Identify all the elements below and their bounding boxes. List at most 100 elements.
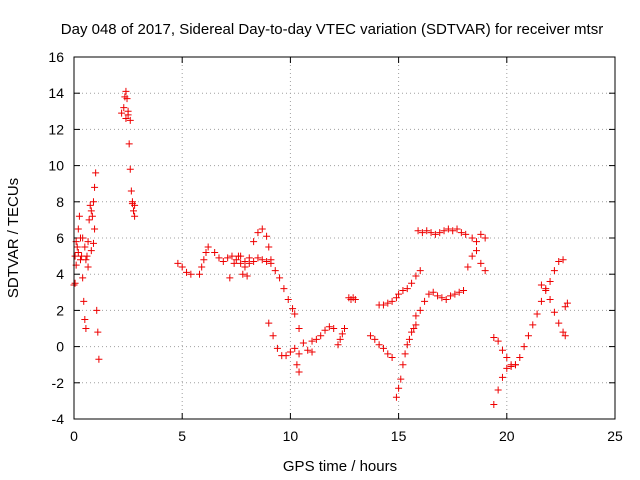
data-point xyxy=(239,270,247,278)
x-tick-label: 15 xyxy=(391,428,407,444)
data-point xyxy=(550,267,558,275)
data-point xyxy=(542,285,550,293)
data-point xyxy=(401,350,409,358)
data-point xyxy=(384,350,392,358)
data-point xyxy=(74,225,82,233)
data-point xyxy=(282,352,290,360)
data-point xyxy=(334,341,342,349)
data-point xyxy=(81,243,89,251)
data-point xyxy=(503,353,511,361)
data-point xyxy=(178,263,186,271)
data-point xyxy=(82,256,90,264)
data-point xyxy=(92,169,100,177)
data-point xyxy=(503,364,511,372)
data-point xyxy=(87,247,95,255)
data-point xyxy=(408,328,416,336)
data-point xyxy=(125,140,133,148)
data-point xyxy=(308,348,316,356)
data-point xyxy=(418,229,426,237)
data-point xyxy=(440,227,448,235)
series-arc-14 xyxy=(291,310,316,356)
data-point xyxy=(230,259,238,267)
data-point xyxy=(436,229,444,237)
data-point xyxy=(291,344,299,352)
data-point xyxy=(269,332,277,340)
data-point xyxy=(414,227,422,235)
data-point xyxy=(371,335,379,343)
data-point xyxy=(308,337,316,345)
data-point xyxy=(317,332,325,340)
data-point xyxy=(375,341,383,349)
data-point xyxy=(271,267,279,275)
data-point xyxy=(200,256,208,264)
y-tick-label: -2 xyxy=(52,375,65,391)
y-tick-label: 0 xyxy=(56,339,64,355)
data-point xyxy=(89,198,97,206)
x-tick-label: 10 xyxy=(283,428,299,444)
data-point xyxy=(546,296,554,304)
data-point xyxy=(412,312,420,320)
data-point xyxy=(559,256,567,264)
data-point xyxy=(243,272,251,280)
data-point xyxy=(82,325,90,332)
data-point xyxy=(338,330,346,338)
series-arc-12 xyxy=(250,225,275,264)
data-point xyxy=(128,198,136,206)
axis-ticks xyxy=(73,56,616,420)
data-point xyxy=(250,258,258,266)
data-point xyxy=(126,165,134,173)
data-point xyxy=(468,234,476,242)
data-point xyxy=(122,87,130,95)
series-arc-30 xyxy=(561,299,571,311)
grid xyxy=(74,57,615,419)
series-arc-29 xyxy=(537,281,569,340)
series-arc-11 xyxy=(226,252,253,282)
data-point xyxy=(276,274,284,282)
chart-title: Day 048 of 2017, Sidereal Day-to-day VTE… xyxy=(61,21,603,38)
data-point xyxy=(250,238,258,246)
data-point xyxy=(299,339,307,347)
data-point xyxy=(410,325,418,332)
data-point xyxy=(431,230,439,238)
series-arc-21 xyxy=(392,267,424,302)
data-point xyxy=(416,267,424,275)
data-point xyxy=(490,401,498,409)
data-point xyxy=(392,393,400,401)
data-point xyxy=(395,384,403,392)
data-point xyxy=(79,274,87,282)
data-point xyxy=(85,216,93,224)
series-arc-22 xyxy=(392,321,420,401)
data-point xyxy=(254,254,262,262)
y-axis-label: SDTVAR / TECUs xyxy=(5,178,22,298)
data-point xyxy=(481,234,489,242)
data-point xyxy=(120,104,128,112)
data-point xyxy=(498,373,506,381)
data-point xyxy=(563,299,571,307)
data-point xyxy=(438,294,446,302)
y-tick-label: 12 xyxy=(48,121,64,137)
series-arc-26 xyxy=(468,234,489,275)
series-arc-23 xyxy=(414,225,470,238)
data-point xyxy=(559,328,567,336)
data-point xyxy=(267,256,275,264)
data-point xyxy=(397,375,405,383)
data-point xyxy=(555,319,563,327)
series-arc-09 xyxy=(196,243,212,278)
data-point xyxy=(127,187,135,195)
data-point xyxy=(405,335,413,343)
data-point xyxy=(392,294,400,302)
data-point xyxy=(131,201,139,209)
data-point xyxy=(89,239,97,247)
data-point xyxy=(312,335,320,343)
data-point xyxy=(91,225,99,233)
data-point xyxy=(546,277,554,285)
data-point xyxy=(254,229,262,237)
data-point xyxy=(87,207,95,215)
data-point xyxy=(421,297,429,305)
tick-labels: 0 5 10 15 20 25 -4 -2 0 2 4 6 8 10 12 14 16 xyxy=(48,49,623,444)
data-point xyxy=(511,361,519,369)
data-point xyxy=(442,296,450,304)
data-point xyxy=(93,306,101,314)
x-tick-label: 5 xyxy=(178,428,186,444)
